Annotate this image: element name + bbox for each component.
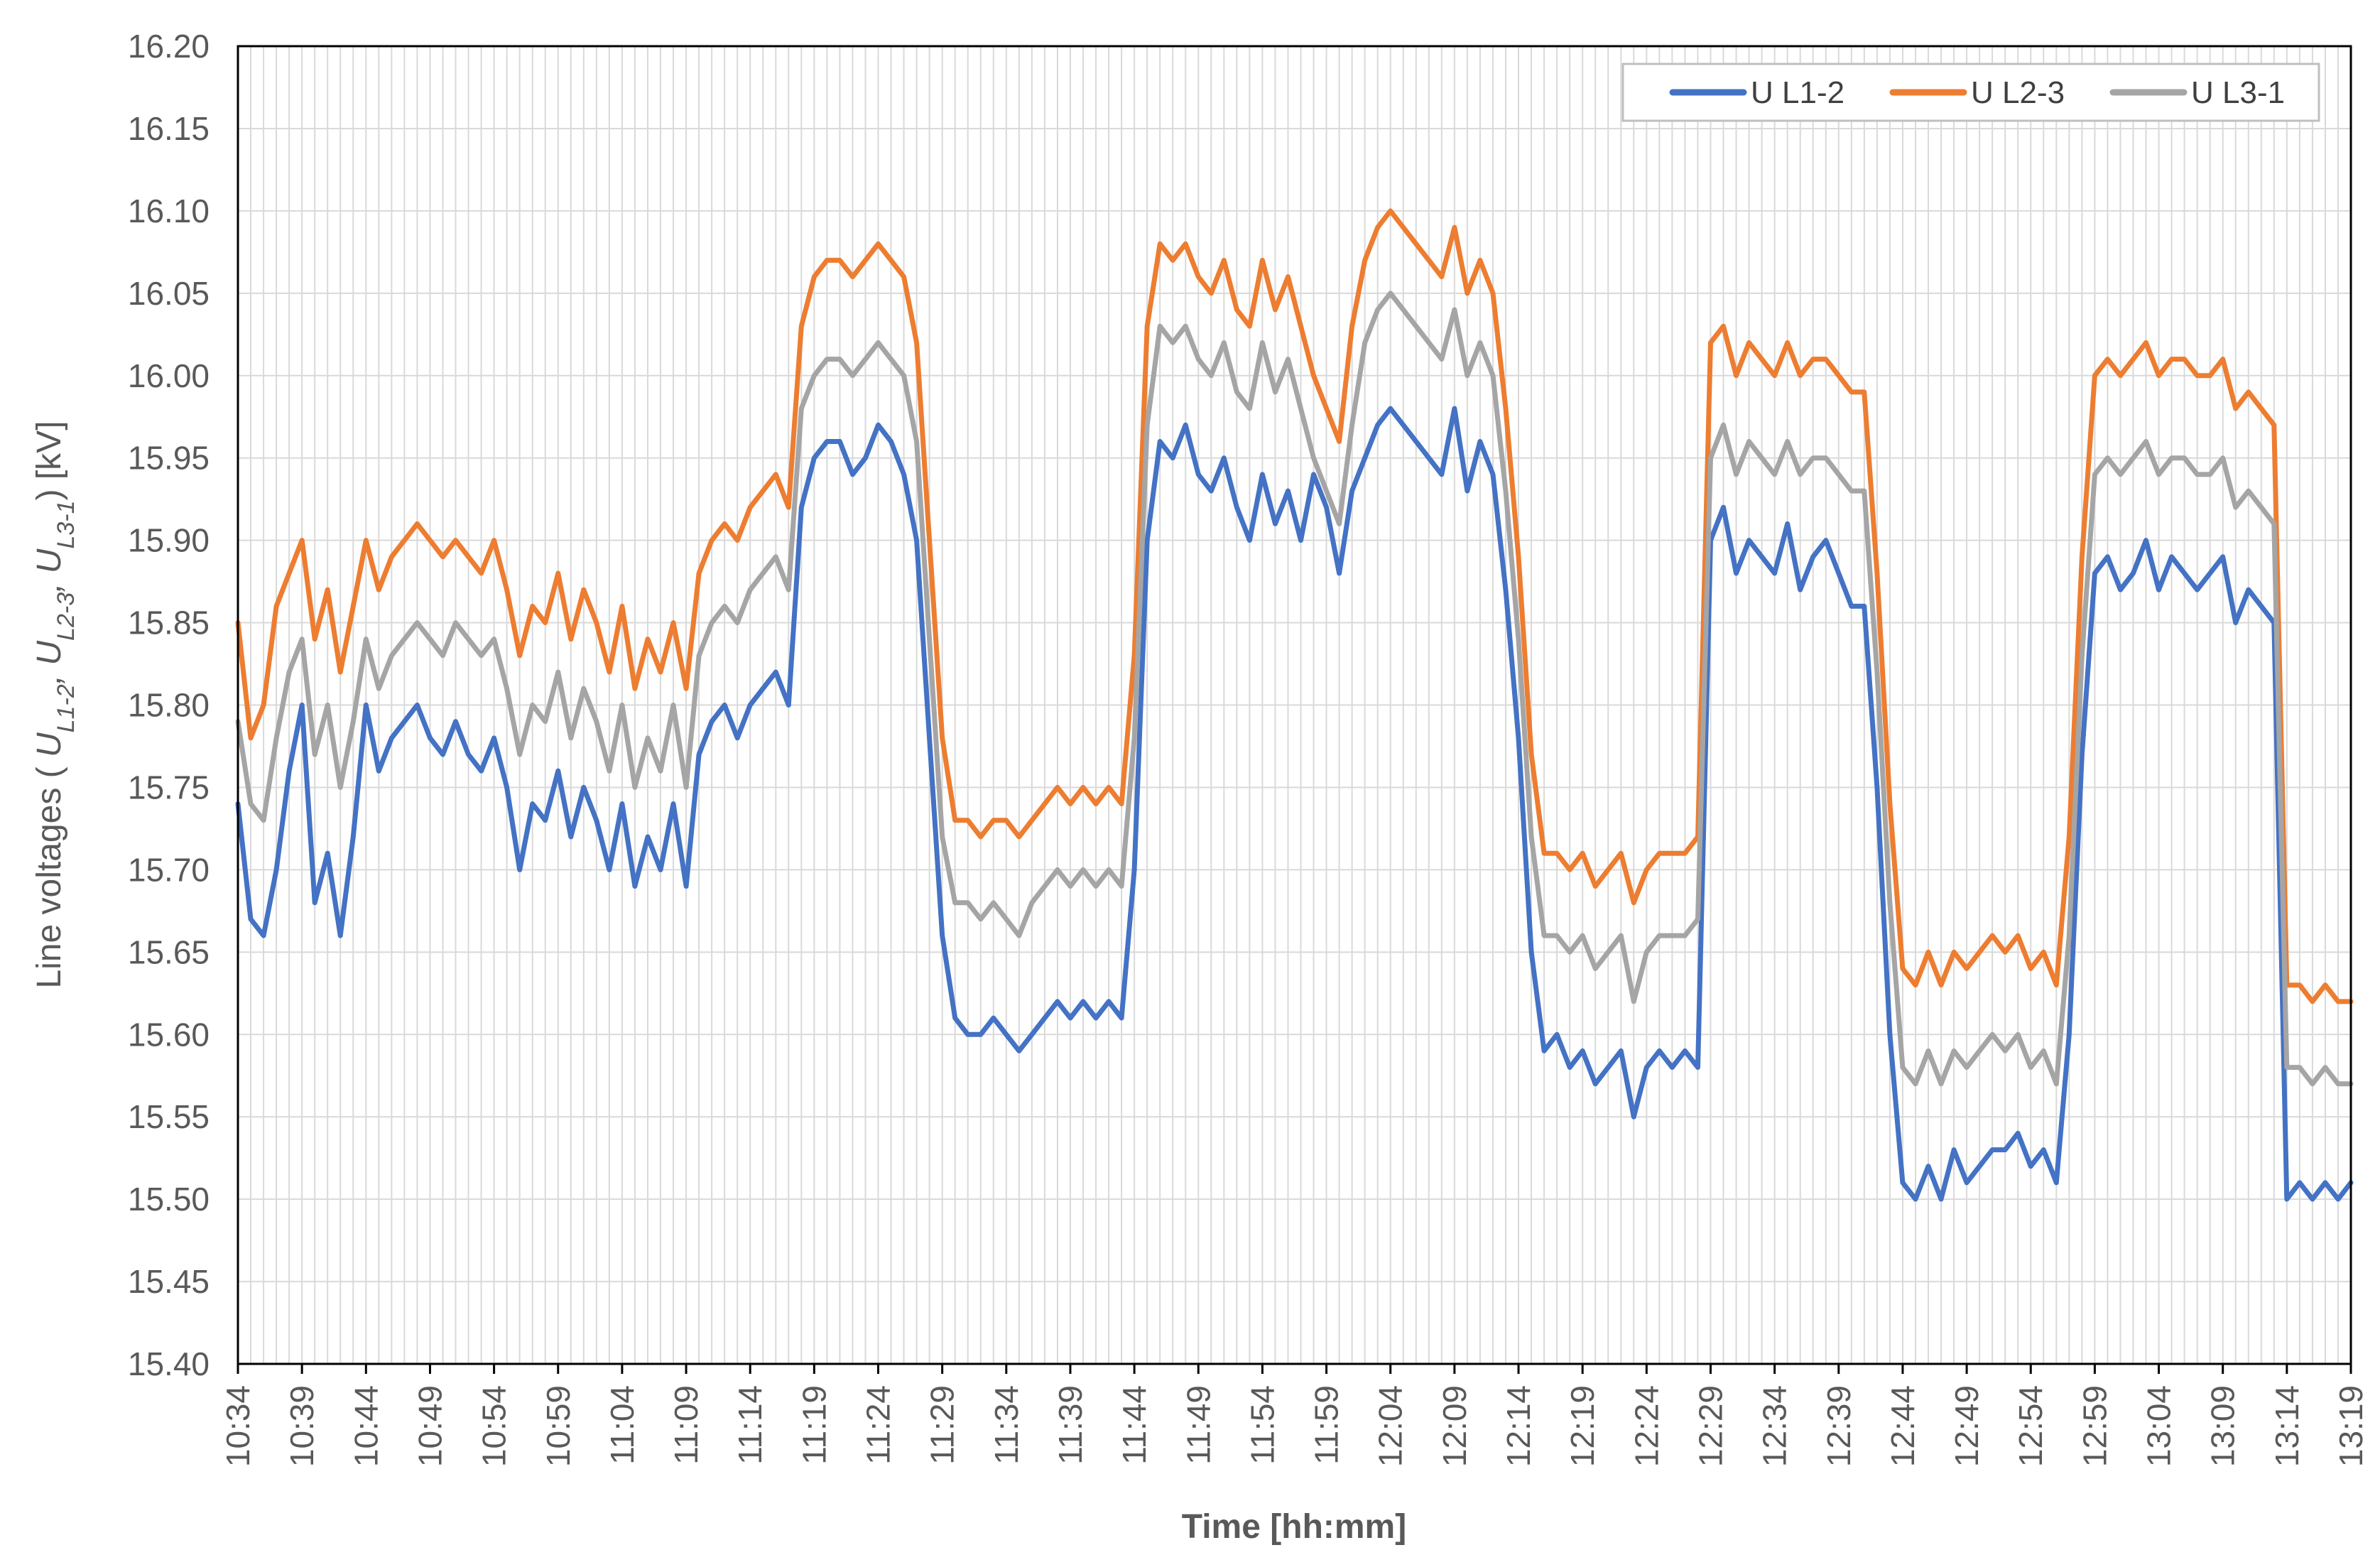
y-tick-label: 16.20 [128,28,210,65]
x-tick-label: 12:49 [1948,1385,1985,1467]
x-tick-label: 10:44 [347,1385,384,1467]
y-tick-label: 15.40 [128,1345,210,1382]
y-tick-label: 16.05 [128,275,210,312]
y-tick-label: 15.80 [128,687,210,724]
legend-label: U L1-2 [1751,75,1844,110]
x-tick-label: 12:59 [2076,1385,2113,1467]
x-tick-label: 10:49 [411,1385,448,1467]
y-tick-label: 15.50 [128,1181,210,1218]
y-axis-title: Line voltages ( UL1-2, UL2-3, UL3-1) [kV… [31,421,80,988]
x-tick-label: 13:14 [2268,1385,2305,1467]
x-tick-label: 10:59 [540,1385,577,1467]
x-tick-label: 12:39 [1820,1385,1857,1467]
x-tick-label: 11:34 [988,1385,1025,1465]
x-tick-label: 11:49 [1180,1385,1217,1465]
y-tick-label: 16.00 [128,357,210,394]
x-tick-label: 11:39 [1052,1385,1089,1465]
x-tick-label: 11:04 [604,1385,641,1465]
plot-area-frame [237,45,2352,1365]
x-tick-label: 12:34 [1756,1385,1793,1467]
x-tick-label: 13:19 [2332,1385,2369,1467]
y-tick-label: 15.95 [128,440,210,477]
legend-label: U L3-1 [2191,75,2285,110]
y-tick-label: 15.90 [128,522,210,559]
x-tick-label: 12:24 [1628,1385,1665,1467]
x-tick-label: 12:54 [2012,1385,2049,1467]
x-tick-label: 10:34 [219,1385,256,1467]
x-tick-label: 12:14 [1500,1385,1537,1467]
x-tick-label: 11:09 [668,1385,705,1465]
y-tick-label: 15.45 [128,1263,210,1300]
x-tick-label: 12:44 [1884,1385,1921,1467]
legend: U L1-2 U L2-3 U L3-1 [1621,63,2320,122]
series-layer [235,208,2354,1202]
x-tick-label: 12:29 [1692,1385,1729,1467]
x-tick-label: 10:54 [476,1385,513,1467]
series-line-u-l3-1 [235,291,2354,1087]
x-tick-label: 11:19 [795,1385,832,1465]
y-tick-label: 16.10 [128,193,210,229]
x-tick-label: 12:04 [1372,1385,1409,1467]
x-tick-labels: 10:34 10:39 10:44 10:49 10:54 10:59 11:04 11:09… [219,1364,2369,1467]
x-tick-label: 11:44 [1116,1385,1153,1465]
series-line-u-l2-3 [235,208,2354,1004]
x-tick-label: 11:24 [860,1385,897,1465]
y-tick-label: 15.65 [128,933,210,970]
y-tick-label: 15.60 [128,1016,210,1053]
y-tick-label: 16.15 [128,110,210,147]
y-tick-label: 15.55 [128,1098,210,1135]
x-tick-label: 11:54 [1244,1385,1281,1465]
y-tick-labels: 15.40 15.45 15.50 15.55 15.60 15.65 15.70 15.75… [128,28,210,1382]
x-tick-label: 13:09 [2205,1385,2242,1467]
y-tick-label: 15.70 [128,851,210,888]
x-tick-label: 13:04 [2141,1385,2178,1467]
x-tick-label: 10:39 [283,1385,320,1467]
x-axis-title: Time [hh:mm] [1182,1508,1406,1546]
x-tick-label: 11:14 [732,1385,768,1465]
legend-items: U L1-2 U L2-3 U L3-1 [1669,75,2285,110]
series-line-u-l1-2 [235,406,2354,1202]
x-tick-label: 11:29 [924,1385,961,1465]
x-tick-label: 11:59 [1308,1385,1345,1465]
legend-label: U L2-3 [1971,75,2065,110]
y-tick-label: 15.75 [128,769,210,806]
y-tick-label: 15.85 [128,605,210,641]
x-tick-label: 12:09 [1436,1385,1473,1467]
x-tick-label: 12:19 [1564,1385,1601,1467]
